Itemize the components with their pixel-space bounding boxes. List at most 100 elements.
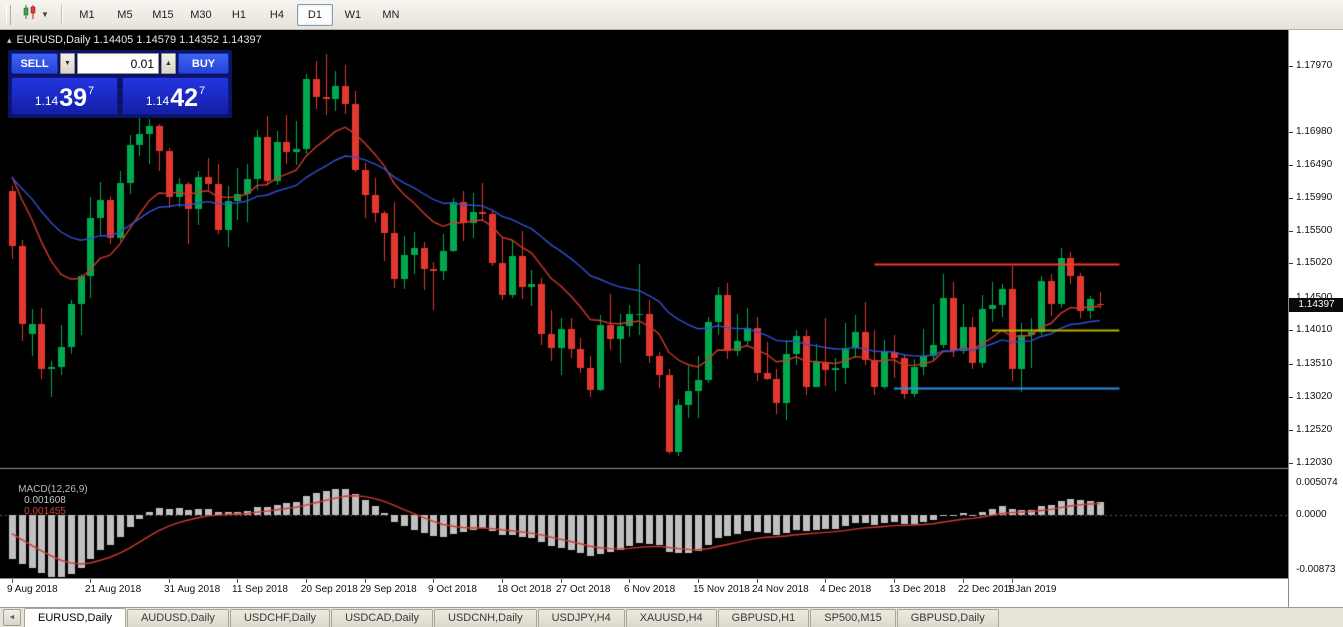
time-axis-label: 9 Oct 2018 — [428, 584, 477, 595]
time-tick — [561, 579, 562, 583]
price-tick — [1289, 231, 1293, 232]
price-axis-label: 1.13020 — [1296, 391, 1333, 402]
buy-price-point: 7 — [199, 85, 206, 97]
tab-scroll-left-button[interactable]: ◄ — [3, 609, 21, 626]
time-tick — [1012, 579, 1013, 583]
price-axis-label: 1.15020 — [1296, 257, 1333, 268]
time-tick — [698, 579, 699, 583]
chart-window: ▴ EURUSD,Daily 1.14405 1.14579 1.14352 1… — [0, 30, 1343, 607]
timeframe-button-h4[interactable]: H4 — [269, 8, 284, 21]
time-axis-label: 21 Aug 2018 — [85, 584, 142, 595]
price-tick — [1289, 132, 1293, 133]
chart-tab[interactable]: USDCAD,Daily — [331, 609, 434, 627]
price-tick — [1289, 263, 1293, 264]
buy-price-base: 1.14 — [145, 94, 170, 108]
toolbar-grip[interactable] — [6, 4, 11, 25]
price-axis-label: 1.17970 — [1296, 60, 1333, 71]
time-tick — [502, 579, 503, 583]
macd-signal-value: 0.001455 — [24, 506, 66, 517]
price-tick — [1289, 330, 1293, 331]
chart-type-dropdown-button[interactable]: ▼ — [17, 3, 54, 27]
lot-decrease-button[interactable]: ▼ — [60, 53, 75, 74]
chart-tab[interactable]: XAUUSD,H4 — [625, 609, 717, 627]
time-axis-label: 24 Nov 2018 — [752, 584, 809, 595]
price-axis-label: 1.12030 — [1296, 457, 1333, 468]
chart-tab[interactable]: USDCHF,Daily — [229, 609, 331, 627]
price-axis-label: 1.16980 — [1296, 126, 1333, 137]
time-tick — [894, 579, 895, 583]
price-axis-label: 1.13510 — [1296, 358, 1333, 369]
time-axis-label: 29 Sep 2018 — [360, 584, 417, 595]
price-tick — [1289, 198, 1293, 199]
chart-tab-bar: ◄ EURUSD,Daily AUDUSD,Daily USDCHF,Daily US… — [0, 607, 1343, 627]
chart-tab[interactable]: AUDUSD,Daily — [126, 609, 229, 627]
chart-tab[interactable]: SP500,M15 — [810, 609, 896, 627]
price-tick — [1289, 364, 1293, 365]
price-axis-label: 1.14010 — [1296, 324, 1333, 335]
price-axis-label: 1.15500 — [1296, 225, 1333, 236]
timeframe-button-w1[interactable]: W1 — [344, 8, 362, 21]
chart-tab[interactable]: GBPUSD,H1 — [717, 609, 810, 627]
time-tick — [90, 579, 91, 583]
price-tick — [1289, 165, 1293, 166]
current-price-badge: 1.14397 — [1289, 298, 1343, 312]
price-axis-label: 1.14500 — [1296, 292, 1332, 303]
time-tick — [433, 579, 434, 583]
macd-axis-label: 0.0000 — [1296, 509, 1327, 520]
sell-button[interactable]: SELL — [11, 53, 58, 74]
timeframe-button-m1[interactable]: M1 — [79, 8, 95, 21]
price-axis-label: 1.16490 — [1296, 159, 1333, 170]
timeframe-button-mn[interactable]: MN — [382, 8, 400, 21]
time-axis-label: 27 Oct 2018 — [556, 584, 611, 595]
chart-tab[interactable]: USDJPY,H4 — [537, 609, 625, 627]
time-axis-label: 20 Sep 2018 — [301, 584, 358, 595]
price-tick — [1289, 463, 1293, 464]
sell-price-pips: 39 — [59, 84, 88, 112]
time-tick — [237, 579, 238, 583]
timeframe-button-m5[interactable]: M5 — [117, 8, 133, 21]
macd-indicator-caption: MACD(12,26,9) 0.001608 0.001455 — [7, 473, 88, 528]
chart-header: ▴ EURUSD,Daily 1.14405 1.14579 1.14352 1… — [7, 34, 262, 46]
chart-tab[interactable]: EURUSD,Daily — [24, 608, 126, 627]
macd-name: MACD(12,26,9) — [18, 484, 88, 495]
timeframe-button-d1[interactable]: D1 — [296, 3, 333, 26]
price-tick — [1289, 430, 1293, 431]
time-axis-label: 11 Sep 2018 — [232, 584, 288, 595]
symbol-icon: ▴ — [7, 34, 12, 45]
lot-increase-button[interactable]: ▲ — [161, 53, 176, 74]
sell-price-box[interactable]: 1.14 39 7 — [11, 77, 118, 115]
volume-input[interactable] — [77, 53, 159, 74]
chart-tab[interactable]: USDCNH,Daily — [434, 609, 537, 627]
chart-tab[interactable]: GBPUSD,Daily — [896, 609, 999, 627]
chart-title-ohlc: EURUSD,Daily 1.14405 1.14579 1.14352 1.1… — [16, 34, 262, 46]
time-tick — [12, 579, 13, 583]
timeframe-button-m15[interactable]: M15 — [152, 8, 174, 21]
buy-price-box[interactable]: 1.14 42 7 — [122, 77, 229, 115]
time-tick — [825, 579, 826, 583]
timeframe-button-h1[interactable]: H1 — [231, 8, 246, 21]
price-chart-canvas[interactable] — [0, 30, 1288, 578]
time-tick — [963, 579, 964, 583]
chevron-down-icon: ▼ — [41, 10, 49, 19]
buy-price-pips: 42 — [170, 84, 199, 112]
timeframe-button-group: M1 M5 M15 M30 H1 H4 D1 W1 MN — [68, 3, 410, 26]
time-axis-label: 9 Aug 2018 — [7, 584, 58, 595]
price-axis-label: 1.15990 — [1296, 192, 1333, 203]
time-tick — [169, 579, 170, 583]
time-axis-label: 22 Dec 2018 — [958, 584, 1015, 595]
price-tick — [1289, 397, 1293, 398]
time-tick — [757, 579, 758, 583]
sell-price-point: 7 — [88, 85, 95, 97]
buy-button[interactable]: BUY — [178, 53, 229, 74]
time-axis-label: 1 Jan 2019 — [1007, 584, 1057, 595]
time-scale[interactable]: 9 Aug 2018 21 Aug 2018 31 Aug 2018 11 Sep 2… — [0, 578, 1288, 607]
time-tick — [365, 579, 366, 583]
timeframe-button-m30[interactable]: M30 — [190, 8, 212, 21]
price-scale[interactable]: 1.14397 1.17970 1.16980 1.16490 1.15990 1.15… — [1288, 30, 1343, 607]
time-axis-label: 18 Oct 2018 — [497, 584, 552, 595]
time-axis-label: 13 Dec 2018 — [889, 584, 946, 595]
one-click-trading-panel: SELL ▼ ▲ BUY 1.14 39 7 1.14 42 7 — [8, 50, 232, 118]
time-axis-label: 4 Dec 2018 — [820, 584, 872, 595]
top-toolbar: ▼ M1 M5 M15 M30 H1 H4 D1 W1 MN — [0, 0, 1343, 30]
